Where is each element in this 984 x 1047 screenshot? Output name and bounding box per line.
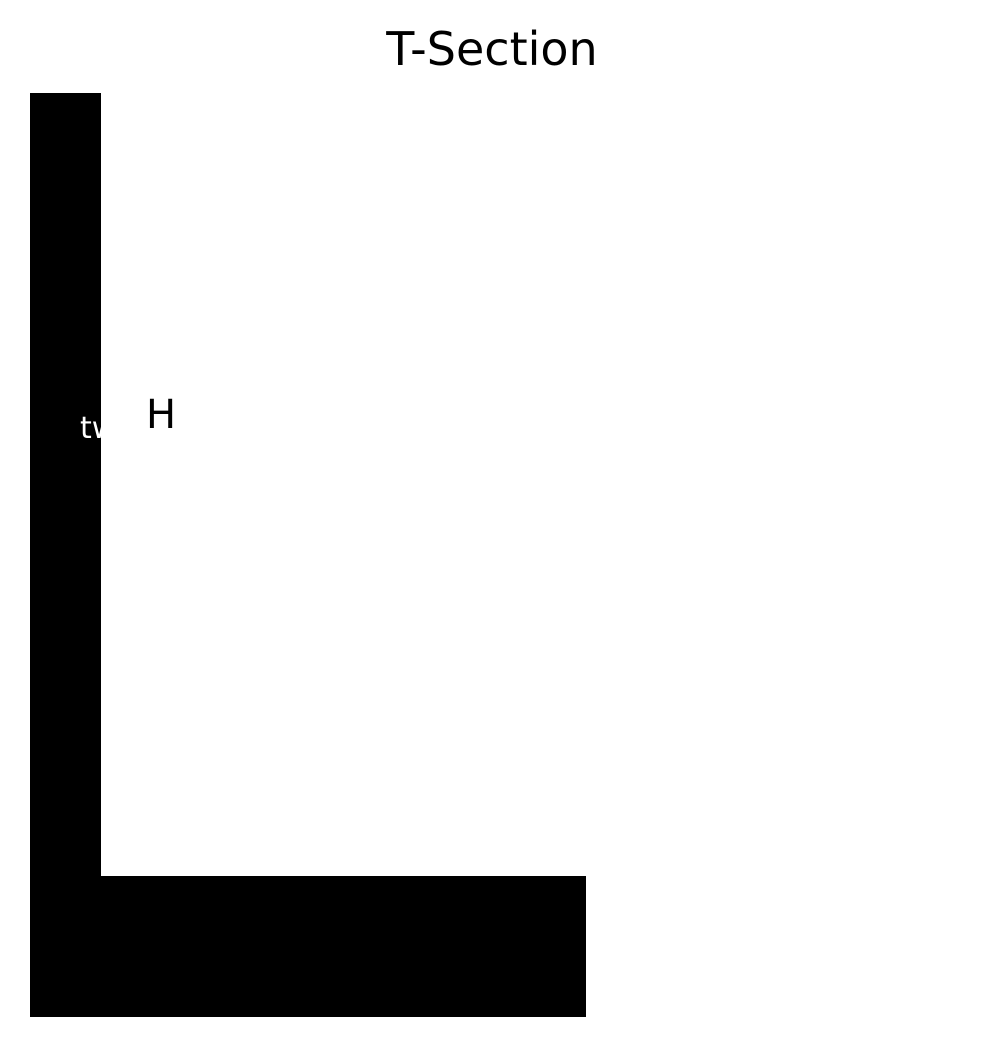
height-label: H — [146, 395, 176, 435]
web-thickness-label: tw — [80, 414, 116, 444]
flange-rectangle — [30, 876, 586, 1017]
diagram-title: T-Section — [0, 26, 984, 72]
